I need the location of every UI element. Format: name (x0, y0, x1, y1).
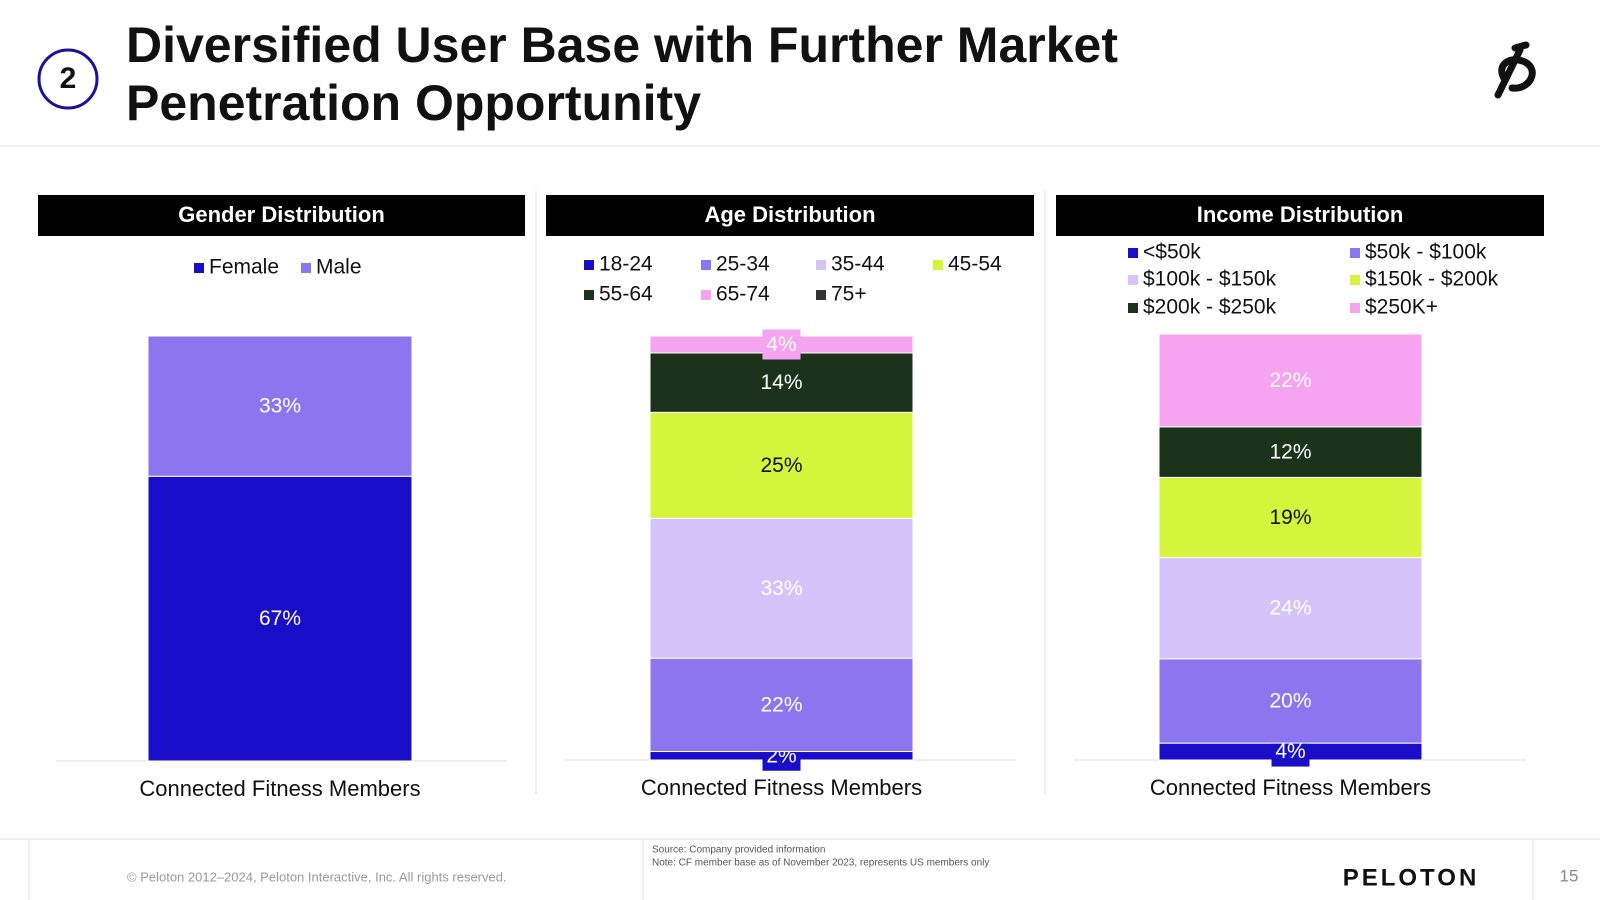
value-label: 19% (1269, 506, 1311, 529)
legend-swatch (1128, 248, 1138, 258)
logo-icon (1494, 41, 1536, 99)
note: Note: CF member base as of November 2023… (652, 858, 989, 869)
bar-segment (649, 517, 914, 659)
legend-label: 65-74 (716, 283, 770, 306)
bar-segment (649, 657, 914, 753)
legend-label: $250K+ (1365, 296, 1438, 319)
legend-swatch (933, 260, 943, 270)
value-label: 22% (760, 693, 802, 716)
legend-swatch (816, 290, 826, 300)
legend-label: 55-64 (599, 283, 653, 306)
legend-label: $100k - $150k (1143, 268, 1277, 291)
brand: PELOTON (1343, 864, 1480, 891)
value-label: 22% (1269, 369, 1311, 392)
bar-segment (1158, 333, 1423, 428)
chart-title: Age Distribution (704, 202, 875, 227)
source: Source: Company provided information (652, 845, 825, 856)
legend-label: 18-24 (599, 253, 653, 276)
x-tick-label: Connected Fitness Members (139, 776, 420, 801)
legend-swatch (1128, 275, 1138, 285)
value-label: 24% (1269, 597, 1311, 620)
slide-title: Penetration Opportunity (126, 75, 701, 131)
legend-label: $200k - $250k (1143, 296, 1277, 319)
panel-header (546, 195, 1034, 236)
legend-label: $150k - $200k (1365, 268, 1499, 291)
value-label: 25% (760, 454, 802, 477)
legend-swatch (194, 263, 204, 273)
legend-swatch (1128, 303, 1138, 313)
legend-label: Female (209, 256, 279, 279)
legend-label: 35-44 (831, 253, 885, 276)
badge: 2 (60, 62, 77, 95)
value-label: 12% (1269, 441, 1311, 464)
legend-label: Male (316, 256, 362, 279)
legend-swatch (584, 260, 594, 270)
label-box (762, 329, 801, 360)
bar-segment (649, 411, 914, 519)
value-label: 4% (1275, 740, 1305, 763)
legend-label: 75+ (831, 283, 867, 306)
legend-label: 45-54 (948, 253, 1002, 276)
value-label: 14% (760, 371, 802, 394)
panel-header (38, 195, 525, 236)
value-label: 33% (760, 577, 802, 600)
bar-segment (1158, 476, 1423, 559)
legend-swatch (701, 290, 711, 300)
legend-swatch (301, 263, 311, 273)
badge-circle (37, 48, 99, 110)
legend-swatch (816, 260, 826, 270)
bar-segment (649, 352, 914, 413)
legend-swatch (701, 260, 711, 270)
value-label: 33% (259, 395, 301, 418)
legend-swatch (1350, 303, 1360, 313)
legend-label: $50k - $100k (1365, 241, 1487, 264)
value-label: 20% (1269, 689, 1311, 712)
chart-title: Income Distribution (1197, 202, 1404, 227)
copyright: © Peloton 2012–2024, Peloton Interactive… (127, 869, 507, 884)
chart-title: Gender Distribution (178, 202, 385, 227)
value-label: 67% (259, 607, 301, 630)
legend-swatch (584, 290, 594, 300)
slide-title: Diversified User Base with Further Marke… (126, 17, 1118, 73)
value-label: 4% (766, 333, 796, 356)
legend-swatch (1350, 248, 1360, 258)
x-tick-label: Connected Fitness Members (641, 775, 922, 800)
legend-label: 25-34 (716, 253, 770, 276)
x-tick-label: Connected Fitness Members (1150, 775, 1431, 800)
bar-segment (147, 475, 413, 762)
panel-header (1056, 195, 1544, 236)
legend-swatch (1350, 275, 1360, 285)
bar-segment (1158, 426, 1423, 478)
legend-label: <$50k (1143, 241, 1201, 264)
bar-segment (147, 335, 413, 477)
page-number: 15 (1560, 866, 1579, 885)
